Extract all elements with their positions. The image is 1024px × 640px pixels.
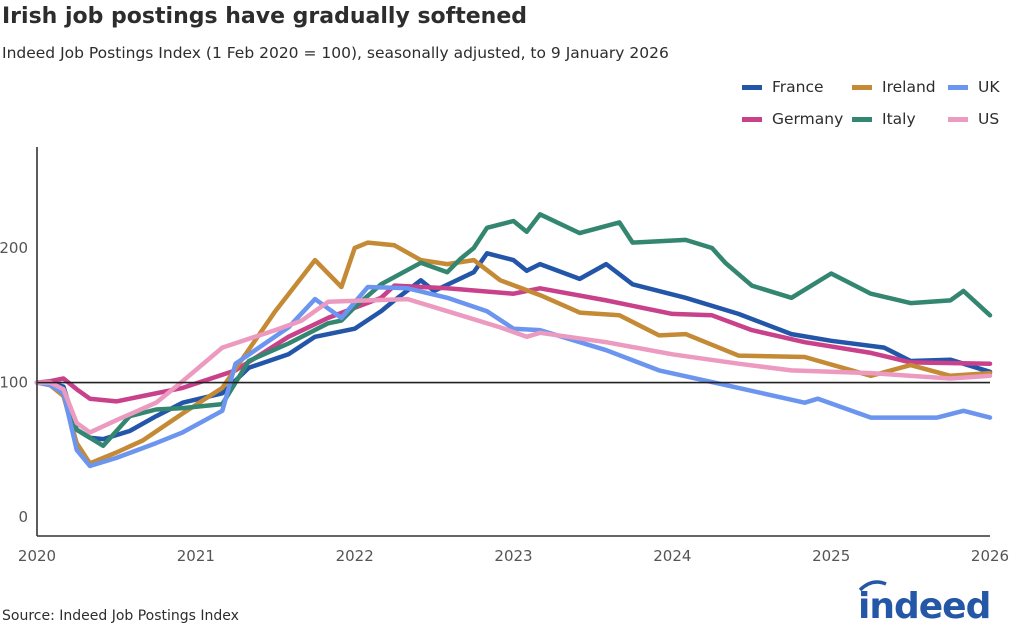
x-tick-label: 2022: [336, 547, 374, 565]
legend-swatch: [852, 84, 872, 90]
series-line-us: [34, 296, 993, 435]
x-tick-label: 2021: [177, 547, 215, 565]
legend-swatch: [948, 84, 968, 90]
chart-title: Irish job postings have gradually soften…: [2, 4, 527, 29]
legend-item-us: US: [948, 110, 999, 128]
legend-swatch: [742, 84, 762, 90]
legend-label: UK: [978, 78, 1000, 96]
legend-item-france: France: [742, 78, 824, 96]
x-tick-label: 2026: [971, 547, 1009, 565]
x-tick-label: 2024: [653, 547, 691, 565]
legend-label: Ireland: [882, 78, 936, 96]
series-line-uk: [34, 284, 993, 469]
chart-subtitle: Indeed Job Postings Index (1 Feb 2020 = …: [2, 44, 669, 62]
legend-swatch: [852, 116, 872, 122]
y-tick-label: 200: [0, 239, 28, 257]
indeed-logo-mark: indeed: [858, 580, 991, 627]
legend-item-germany: Germany: [742, 110, 843, 128]
legend-item-uk: UK: [948, 78, 1000, 96]
source-note: Source: Indeed Job Postings Index: [2, 608, 239, 624]
legend-swatch: [948, 116, 968, 122]
legend-item-ireland: Ireland: [852, 78, 936, 96]
legend-label: Italy: [882, 110, 916, 128]
svg-text:indeed: indeed: [858, 586, 990, 627]
legend-label: US: [978, 110, 1000, 128]
legend-item-italy: Italy: [852, 110, 916, 128]
x-tick-label: 2025: [812, 547, 850, 565]
indeed-logo: indeed: [856, 578, 996, 632]
legend-label: Germany: [772, 110, 844, 128]
series-line-germany: [34, 283, 993, 404]
legend-label: France: [772, 78, 824, 96]
series-line-ireland: [34, 240, 993, 466]
x-tick-label: 2023: [494, 547, 532, 565]
y-tick-label: 0: [18, 508, 28, 526]
legend-swatch: [742, 116, 762, 122]
y-tick-label: 100: [0, 374, 28, 392]
x-tick-label: 2020: [18, 547, 56, 565]
series-line-italy: [34, 212, 993, 449]
